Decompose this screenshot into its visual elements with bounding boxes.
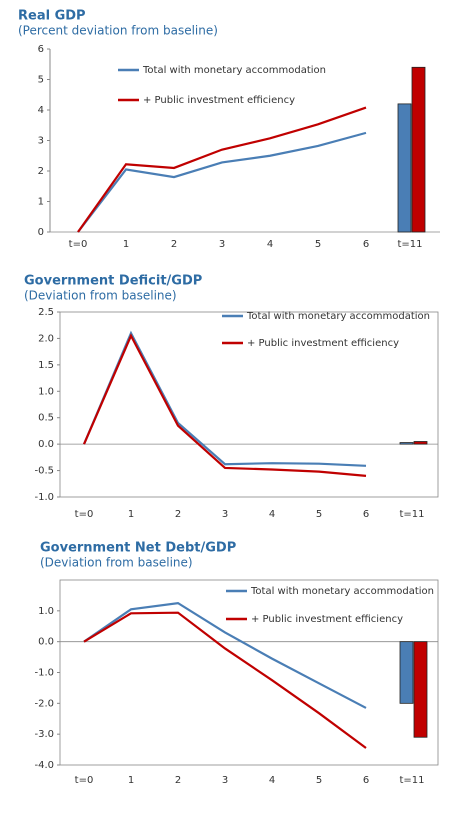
- x-tick-label: 2: [175, 775, 181, 786]
- chart-title: Government Deficit/GDP: [24, 274, 202, 289]
- chart-subtitle: (Deviation from baseline): [24, 289, 177, 303]
- x-tick-label: 5: [315, 239, 321, 250]
- bar: [399, 442, 414, 445]
- x-tick-label: 5: [316, 775, 322, 786]
- y-tick-label: -0.5: [34, 466, 54, 477]
- y-tick-label: -1.0: [34, 492, 54, 503]
- series-line: [83, 601, 367, 709]
- legend-label: Total with monetary accommodation: [250, 586, 434, 597]
- x-tick-label: 1: [123, 239, 129, 250]
- legend-label: + Public investment efficiency: [251, 614, 403, 625]
- x-tick-label: 1: [128, 775, 134, 786]
- x-tick-label: 4: [269, 775, 275, 786]
- y-tick-label: 2.0: [38, 333, 54, 344]
- y-tick-label: 0.0: [38, 637, 54, 648]
- legend-label: Total with monetary accommodation: [142, 65, 326, 76]
- y-tick-label: 0.0: [38, 439, 54, 450]
- chart-subtitle: (Percent deviation from baseline): [18, 24, 218, 38]
- series-line: [77, 131, 367, 233]
- bar: [413, 641, 428, 738]
- y-tick-label: 2.5: [38, 307, 54, 318]
- y-tick-label: 3: [38, 136, 44, 147]
- legend-label: Total with monetary accommodation: [246, 311, 430, 322]
- chart-title: Government Net Debt/GDP: [40, 541, 236, 556]
- series-line: [82, 333, 367, 477]
- chart-title: Real GDP: [18, 9, 86, 24]
- bar: [413, 441, 428, 445]
- bar: [397, 103, 412, 233]
- x-tick-label: t=11: [397, 239, 422, 250]
- y-tick-label: -4.0: [34, 760, 54, 771]
- y-tick-label: 1.5: [38, 360, 54, 371]
- y-tick-label: 5: [38, 75, 44, 86]
- plot-frame: [59, 579, 439, 766]
- x-tick-label: 1: [128, 509, 134, 520]
- chart-subtitle: (Deviation from baseline): [40, 556, 193, 570]
- y-tick-label: -3.0: [34, 729, 54, 740]
- y-tick-label: 0: [38, 227, 44, 238]
- y-tick-label: -1.0: [34, 668, 54, 679]
- x-tick-label: 6: [363, 509, 369, 520]
- series-line: [83, 611, 367, 749]
- x-tick-label: 2: [175, 509, 181, 520]
- y-tick-label: -2.0: [34, 698, 54, 709]
- x-tick-label: t=11: [399, 775, 424, 786]
- x-tick-label: t=0: [75, 509, 94, 520]
- bar: [399, 641, 414, 704]
- x-tick-label: 3: [222, 775, 228, 786]
- x-tick-label: 6: [363, 775, 369, 786]
- y-tick-label: 0.5: [38, 413, 54, 424]
- x-tick-label: 4: [267, 239, 273, 250]
- x-tick-label: 3: [219, 239, 225, 250]
- y-tick-label: 1.0: [38, 606, 54, 617]
- legend-label: + Public investment efficiency: [247, 338, 399, 349]
- bar: [411, 66, 426, 233]
- y-tick-label: 4: [38, 105, 44, 116]
- y-tick-label: 2: [38, 166, 44, 177]
- x-tick-label: t=11: [399, 509, 424, 520]
- plot-frame: [59, 311, 439, 498]
- x-tick-label: t=0: [75, 775, 94, 786]
- series-line: [77, 106, 367, 233]
- x-tick-label: t=0: [69, 239, 88, 250]
- x-tick-label: 3: [222, 509, 228, 520]
- legend-label: + Public investment efficiency: [143, 95, 295, 106]
- y-tick-label: 1: [38, 197, 44, 208]
- series-line: [82, 330, 367, 467]
- x-tick-label: 4: [269, 509, 275, 520]
- x-tick-label: 2: [171, 239, 177, 250]
- y-tick-label: 6: [38, 44, 44, 55]
- x-tick-label: 5: [316, 509, 322, 520]
- x-tick-label: 6: [363, 239, 369, 250]
- y-tick-label: 1.0: [38, 386, 54, 397]
